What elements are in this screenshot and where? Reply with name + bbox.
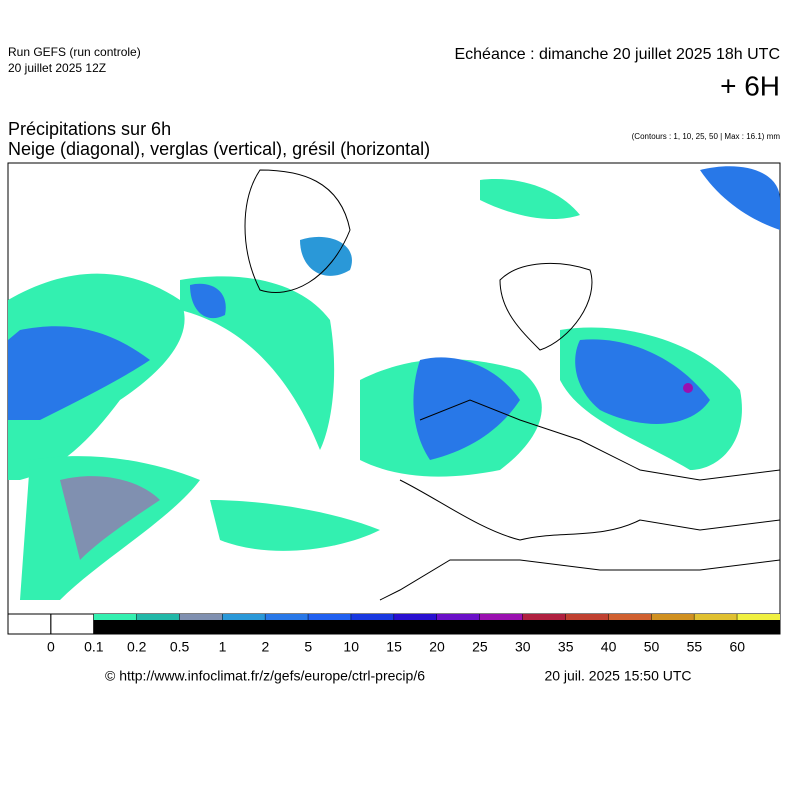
legend-label: 10 xyxy=(343,639,359,655)
legend-swatch-color xyxy=(479,614,523,620)
legend-swatch-color xyxy=(737,614,780,620)
contours: (Contours : 1, 10, 25, 50 | Max : 16.1) … xyxy=(632,132,781,141)
legend-swatch-color xyxy=(222,614,266,620)
legend-swatch-color xyxy=(7,613,52,635)
legend-swatch-color xyxy=(608,614,652,620)
legend-swatch-color xyxy=(50,613,95,635)
legend-label: 20 xyxy=(429,639,445,655)
subtitle: Neige (diagonal), verglas (vertical), gr… xyxy=(8,139,430,159)
legend-swatch-color xyxy=(394,614,437,620)
legend-label: 2 xyxy=(262,639,270,655)
legend-label: 35 xyxy=(558,639,574,655)
url: © http://www.infoclimat.fr/z/gefs/europe… xyxy=(105,668,425,684)
legend-label: 55 xyxy=(687,639,703,655)
legend-label: 1 xyxy=(219,639,227,655)
run: Run GEFS (run controle) xyxy=(8,45,141,59)
legend-label: 60 xyxy=(730,639,746,655)
legend-swatch-color xyxy=(437,614,480,620)
legend-swatch-color xyxy=(265,614,309,620)
title: Précipitations sur 6h xyxy=(8,119,171,139)
legend: 0 0.1 0.2 0.5 1 2 5 10 15 20 25 30 35 40 50 55 60 xyxy=(7,613,781,655)
legend-label: 0 xyxy=(47,639,55,655)
map xyxy=(7,162,781,615)
legend-label: 0.1 xyxy=(84,639,104,655)
legend-swatch-color xyxy=(694,614,738,620)
legend-label: 25 xyxy=(472,639,488,655)
legend-swatch-color xyxy=(565,614,609,620)
legend-swatch-color xyxy=(93,614,137,620)
lead-time: + 6H xyxy=(720,70,780,101)
legend-label: 40 xyxy=(601,639,617,655)
legend-label: 0.2 xyxy=(127,639,147,655)
legend-label: 0.5 xyxy=(170,639,190,655)
run-date: 20 juillet 2025 12Z xyxy=(8,61,106,75)
legend-label: 30 xyxy=(515,639,531,655)
legend-swatch-color xyxy=(179,614,223,620)
legend-swatch-color xyxy=(651,614,695,620)
echeance: Echéance : dimanche 20 juillet 2025 18h … xyxy=(454,46,780,63)
legend-swatch-color xyxy=(308,614,352,620)
legend-swatch-color xyxy=(522,614,566,620)
legend-label: 50 xyxy=(644,639,660,655)
legend-swatch-color xyxy=(136,614,180,620)
legend-label: 5 xyxy=(304,639,312,655)
timestamp: 20 juil. 2025 15:50 UTC xyxy=(544,668,691,684)
legend-label: 15 xyxy=(386,639,402,655)
legend-swatch-color xyxy=(351,614,395,620)
